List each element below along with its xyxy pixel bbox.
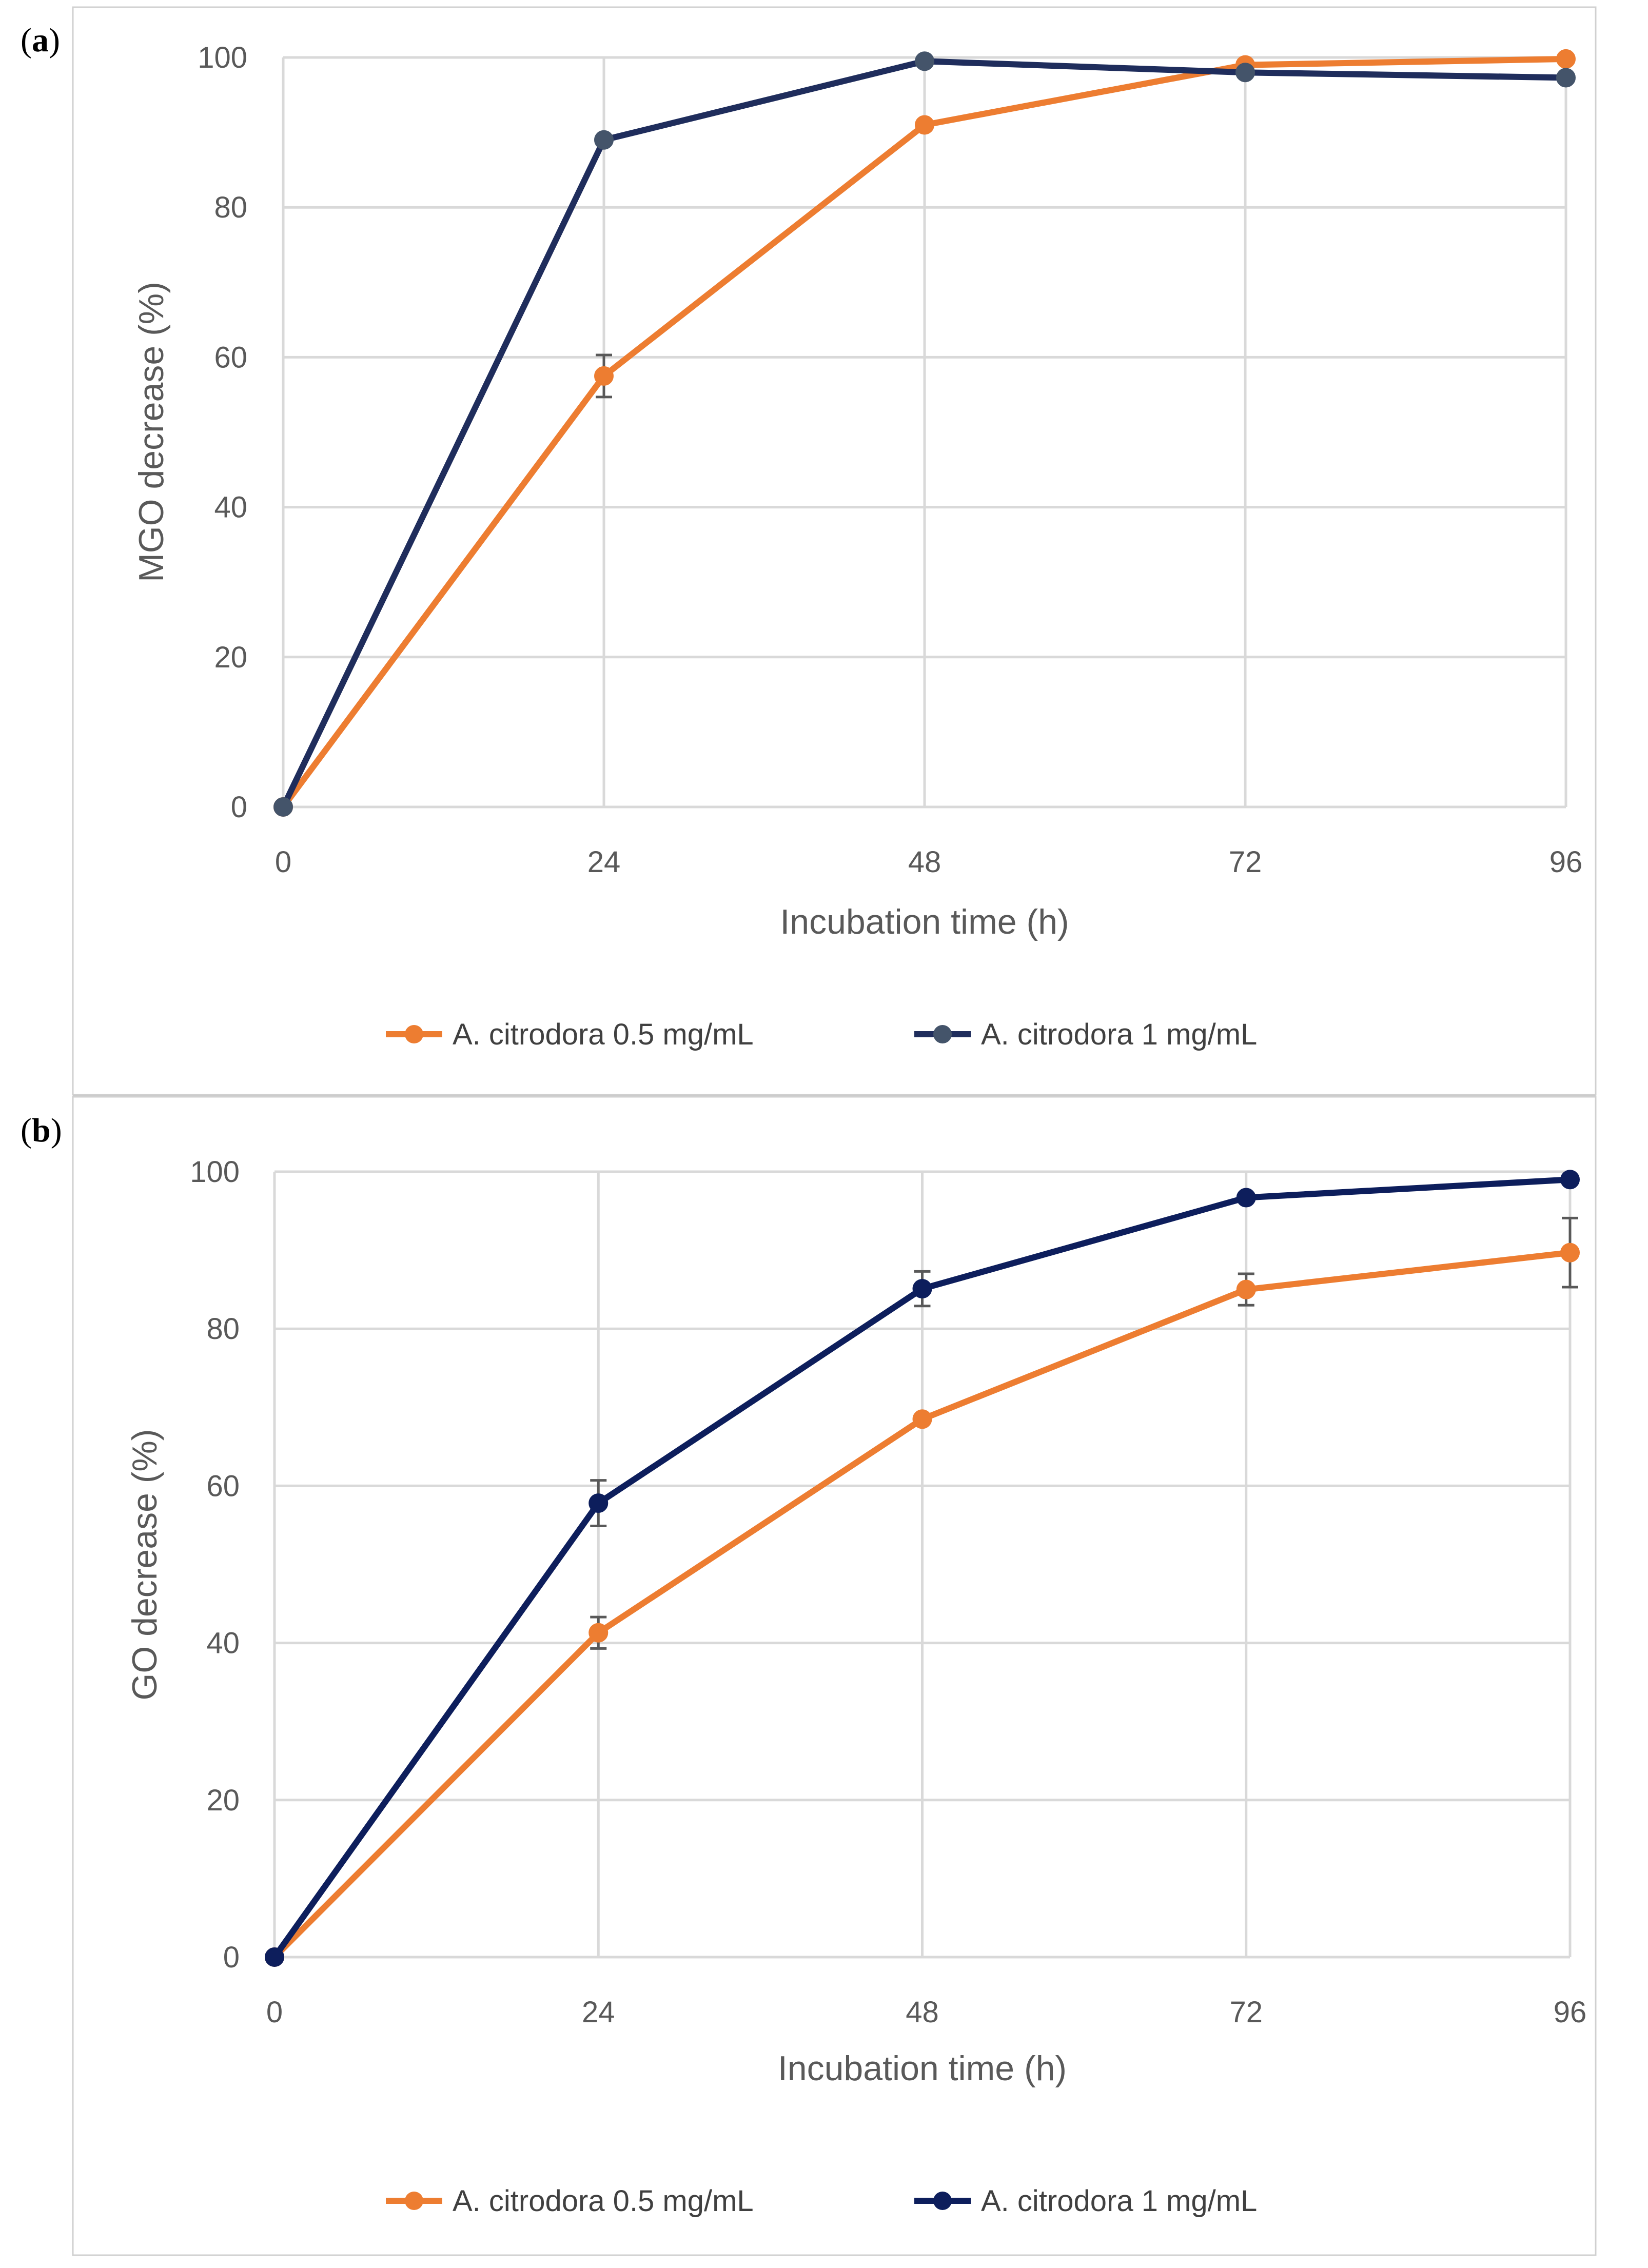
data-point xyxy=(273,797,293,817)
data-point xyxy=(1560,1243,1580,1263)
chart-frame xyxy=(72,1096,1597,2256)
data-point xyxy=(912,1409,932,1429)
data-point xyxy=(1556,49,1576,69)
legend-label: A. citrodora 0.5 mg/mL xyxy=(453,1018,754,1051)
y-tick-label: 20 xyxy=(214,641,247,674)
y-tick-label: 60 xyxy=(214,341,247,374)
panel-letter: (b) xyxy=(21,1112,62,1149)
y-axis-title: GO decrease (%) xyxy=(125,1429,164,1700)
y-tick-label: 40 xyxy=(214,491,247,524)
data-point xyxy=(588,1493,609,1513)
data-point xyxy=(1560,1170,1580,1190)
y-axis-title: MGO decrease (%) xyxy=(132,282,171,582)
legend-swatch-marker xyxy=(933,2192,952,2210)
legend-swatch-marker xyxy=(405,1025,423,1043)
x-tick-label: 24 xyxy=(582,1996,615,2029)
legend-swatch-marker xyxy=(405,2192,423,2210)
data-point xyxy=(912,1279,932,1299)
chart-frame xyxy=(72,6,1597,1096)
data-point xyxy=(265,1947,284,1967)
legend-label: A. citrodora 0.5 mg/mL xyxy=(453,2184,754,2218)
legend-label: A. citrodora 1 mg/mL xyxy=(981,1018,1257,1051)
y-tick-label: 40 xyxy=(206,1627,240,1660)
x-tick-label: 48 xyxy=(908,845,941,879)
data-point xyxy=(1235,63,1255,83)
data-point xyxy=(594,366,614,386)
x-tick-label: 96 xyxy=(1554,1996,1587,2029)
data-point xyxy=(1236,1279,1256,1299)
chart-a: (a) 0 20 40 60 80 100 0 24 48 72 96 Incubation time … xyxy=(21,6,1597,1096)
data-point xyxy=(1556,68,1576,88)
x-axis-title: Incubation time (h) xyxy=(778,2049,1067,2088)
data-point xyxy=(1236,1188,1256,1208)
legend-swatch-marker xyxy=(933,1025,952,1043)
data-point xyxy=(588,1623,609,1643)
panel-letter: (a) xyxy=(21,22,60,59)
data-point xyxy=(915,115,934,135)
x-tick-label: 72 xyxy=(1229,1996,1263,2029)
x-tick-label: 72 xyxy=(1229,845,1262,879)
y-tick-label: 20 xyxy=(206,1784,240,1817)
y-tick-label: 0 xyxy=(223,1941,240,1974)
y-tick-label: 0 xyxy=(231,791,247,824)
x-tick-label: 0 xyxy=(275,845,291,879)
chart-b: (b) 0 20 40 60 80 100 0 24 48 72 96 Incubation time … xyxy=(21,1096,1597,2256)
y-tick-label: 100 xyxy=(198,41,247,74)
data-point xyxy=(594,130,614,150)
data-point xyxy=(915,51,934,71)
x-tick-label: 24 xyxy=(587,845,621,879)
y-tick-label: 100 xyxy=(190,1155,240,1189)
x-tick-label: 0 xyxy=(266,1996,283,2029)
y-tick-label: 80 xyxy=(214,191,247,224)
x-axis-title: Incubation time (h) xyxy=(780,902,1069,941)
x-tick-label: 96 xyxy=(1549,845,1583,879)
y-tick-label: 80 xyxy=(206,1312,240,1346)
legend-label: A. citrodora 1 mg/mL xyxy=(981,2184,1257,2218)
y-tick-label: 60 xyxy=(206,1469,240,1503)
x-tick-label: 48 xyxy=(906,1996,939,2029)
